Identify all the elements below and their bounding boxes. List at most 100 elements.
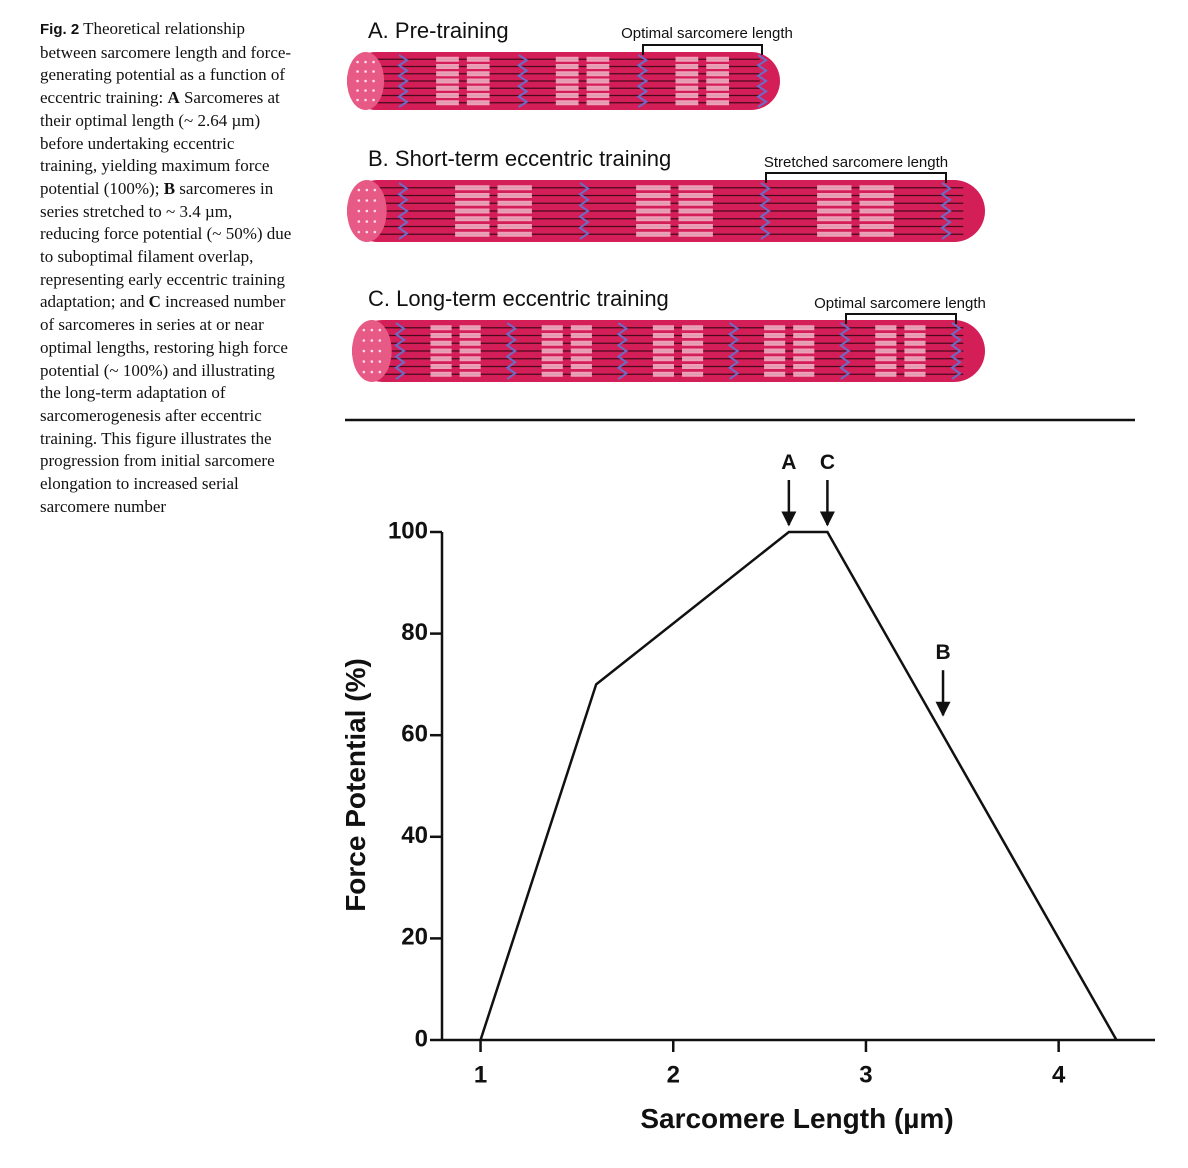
a-band <box>817 200 852 206</box>
bracket <box>845 313 957 324</box>
z-disc <box>505 322 517 380</box>
fiber-dot <box>364 70 367 73</box>
a-band <box>764 364 786 369</box>
a-band <box>764 333 786 338</box>
a-band <box>455 216 490 222</box>
a-band <box>706 56 729 62</box>
fiber-dot <box>372 89 375 92</box>
a-band <box>793 325 815 331</box>
chart: 0 20 40 60 80 100 1 2 3 4 Sarcomere Length (µm) For… <box>340 451 1155 1134</box>
fiber-dot <box>357 199 361 202</box>
a-band <box>706 93 729 98</box>
x-tick-label: 4 <box>1052 1061 1066 1088</box>
a-band <box>541 325 563 331</box>
fiber-dot <box>364 79 367 83</box>
a-band <box>555 85 579 91</box>
a-band <box>459 364 481 369</box>
a-band <box>904 348 926 354</box>
a-band <box>682 371 704 377</box>
a-band <box>675 100 699 106</box>
y-axis-title: Force Potential (%) <box>340 658 371 912</box>
caption-bold: A <box>167 88 180 108</box>
a-band <box>459 371 481 377</box>
a-band <box>682 356 704 362</box>
a-band <box>764 340 786 346</box>
fiber-dot <box>373 230 377 234</box>
fiber-dot <box>370 328 374 332</box>
fiber-dot <box>373 220 377 223</box>
bracket-label: Optimal sarcomere length <box>814 295 986 312</box>
fiber-dot <box>378 328 382 332</box>
z-disc <box>950 322 962 380</box>
a-band <box>466 93 490 98</box>
fiber-dot <box>365 209 369 213</box>
fiber-dot <box>362 370 366 374</box>
y-tick-label: 60 <box>401 721 428 748</box>
z-disc <box>940 182 952 240</box>
a-band <box>541 371 563 377</box>
fiber-dot <box>372 70 375 73</box>
a-band <box>875 340 897 346</box>
fiber-dot <box>365 230 369 234</box>
a-band <box>904 325 926 331</box>
a-band <box>436 85 459 91</box>
a-band <box>586 64 610 69</box>
fiber-dot <box>378 339 382 342</box>
fiber-dot <box>373 199 377 202</box>
a-band <box>904 333 926 338</box>
a-band <box>466 64 490 69</box>
a-band <box>436 100 459 106</box>
annotation-label: C <box>820 451 835 474</box>
a-band <box>793 340 815 346</box>
a-band <box>430 333 452 338</box>
annotation-label: A <box>781 451 796 474</box>
a-band <box>859 216 894 222</box>
a-band <box>541 356 563 362</box>
a-band <box>678 185 713 191</box>
fiber-dot <box>378 349 382 353</box>
a-band <box>541 348 563 354</box>
a-band <box>904 356 926 362</box>
bracket <box>765 172 947 183</box>
a-band <box>466 56 490 62</box>
fiber-dot <box>357 188 361 192</box>
a-band <box>764 356 786 362</box>
a-band <box>682 348 704 354</box>
fiber-dot <box>365 199 369 202</box>
fiber-dot <box>365 188 369 192</box>
a-band <box>875 333 897 338</box>
bracket-label: Stretched sarcomere length <box>764 154 948 171</box>
a-band <box>675 93 699 98</box>
a-band <box>555 93 579 98</box>
caption-text: Sarcomeres at their optimal length (~ 2.… <box>40 88 280 198</box>
caption-text: increased number of sarcomeres in series… <box>40 292 288 516</box>
a-band <box>497 193 532 198</box>
fiber-dot <box>372 60 375 64</box>
a-band <box>875 325 897 331</box>
a-band <box>586 78 610 84</box>
a-band <box>436 93 459 98</box>
a-band <box>764 325 786 331</box>
a-band <box>706 78 729 84</box>
a-band <box>570 325 592 331</box>
a-band <box>466 78 490 84</box>
a-band <box>636 216 671 222</box>
a-band <box>875 364 897 369</box>
a-band <box>570 356 592 362</box>
z-disc <box>759 182 771 240</box>
a-band <box>459 333 481 338</box>
a-band <box>706 71 729 77</box>
a-band <box>817 193 852 198</box>
a-band <box>675 78 699 84</box>
a-band <box>636 185 671 191</box>
a-band <box>904 371 926 377</box>
caption-bold: B <box>163 178 176 198</box>
a-band <box>636 224 671 229</box>
a-band <box>636 231 671 237</box>
a-band <box>764 371 786 377</box>
fiber-dot <box>364 89 367 92</box>
panel-title: C. Long-term eccentric training <box>368 286 669 311</box>
a-band <box>678 200 713 206</box>
a-band <box>570 364 592 369</box>
